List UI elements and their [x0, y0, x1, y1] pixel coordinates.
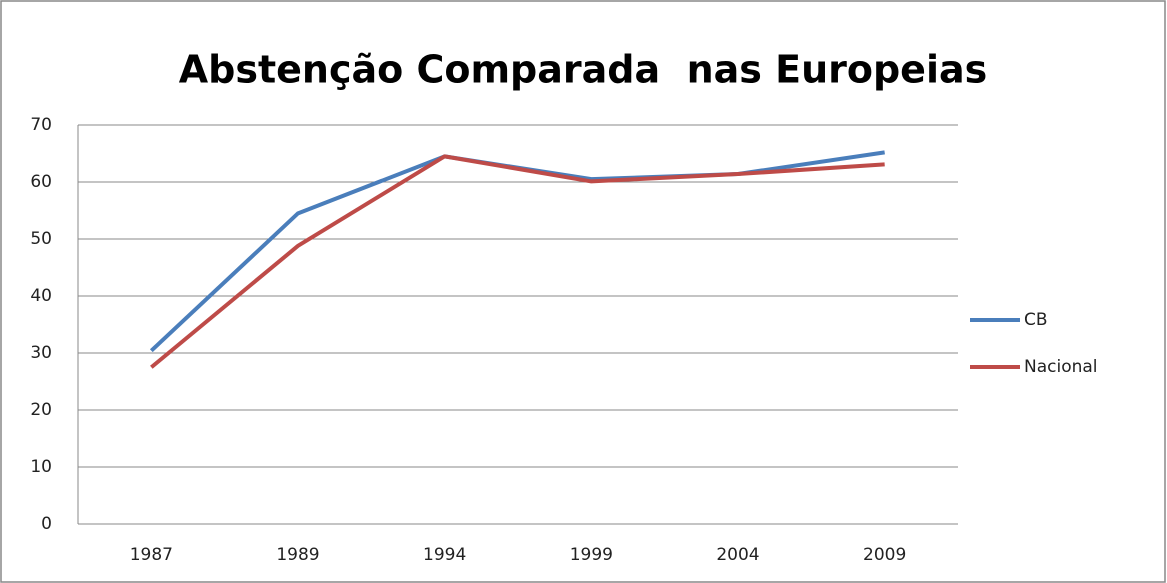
y-tick-label: 60: [30, 172, 52, 192]
x-tick-label: 1987: [130, 545, 173, 565]
y-tick-label: 50: [30, 229, 52, 249]
y-tick-label: 20: [30, 400, 52, 420]
y-tick-label: 40: [30, 286, 52, 306]
y-tick-label: 30: [30, 343, 52, 363]
chart-title: Abstenção Comparada nas Europeias: [179, 48, 988, 92]
x-tick-label: 2004: [716, 545, 759, 565]
y-tick-label: 10: [30, 457, 52, 477]
legend-label: CB: [1024, 310, 1048, 330]
y-tick-label: 70: [30, 115, 52, 135]
series-line: [150, 154, 885, 369]
x-tick-label: 1999: [570, 545, 613, 565]
x-tick-label: 1989: [276, 545, 319, 565]
y-tick-label: 0: [41, 514, 52, 534]
legend-label: Nacional: [1024, 357, 1098, 377]
x-tick-label: 1994: [423, 545, 466, 565]
x-tick-label: 2009: [863, 545, 906, 565]
